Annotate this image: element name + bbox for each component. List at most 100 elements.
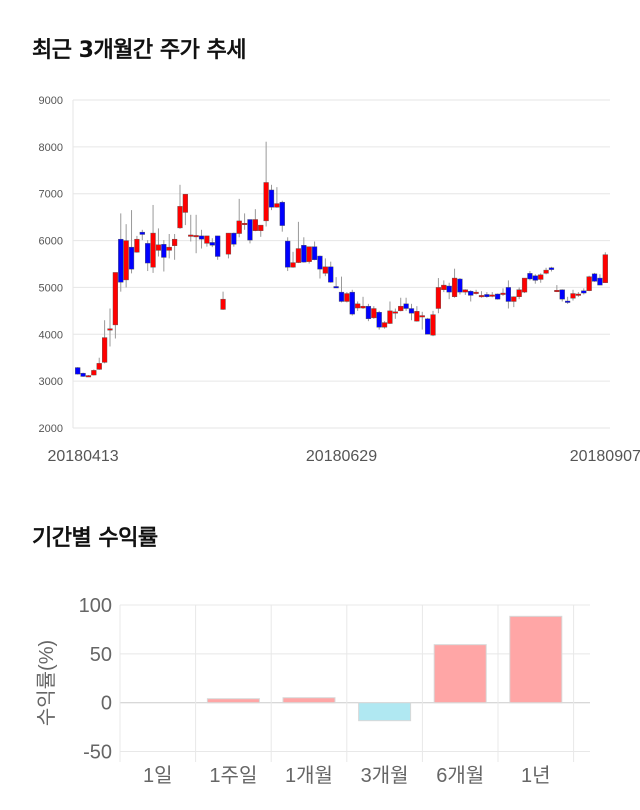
y-tick-label: 0 (101, 693, 112, 715)
candle-body (451, 277, 458, 297)
candle-body (123, 240, 129, 281)
y-tick-label: -50 (83, 742, 112, 764)
candle-body (107, 328, 113, 331)
candle-body (204, 235, 210, 244)
candle-body (236, 220, 242, 234)
candle-body (575, 293, 581, 296)
candle-body (398, 305, 404, 312)
candle-body (495, 293, 501, 300)
candle-body (241, 223, 248, 225)
candle-body (209, 242, 215, 246)
x-tick-label: 20180413 (47, 448, 118, 465)
candle-body (301, 245, 307, 263)
candle-body (166, 246, 172, 251)
candle-body (134, 238, 140, 253)
candle-body (586, 276, 592, 291)
candle-body (317, 255, 323, 270)
candle-body (538, 274, 544, 280)
candle-body (527, 273, 533, 280)
candle-body (139, 231, 145, 235)
candle-body (279, 201, 285, 226)
candle-body (570, 293, 576, 299)
candle-body (554, 290, 560, 292)
y-tick-label: 8000 (39, 142, 63, 154)
candle-body (489, 294, 495, 297)
candlestick-chart: 9000 8000 7000 6000 5000 4000 3000 2000 20180413… (39, 95, 640, 465)
candle-body (478, 295, 485, 298)
candle-body (220, 298, 226, 310)
candle-body (112, 272, 118, 326)
candle-body (198, 235, 205, 240)
candle-body (285, 240, 291, 268)
candle-body (532, 275, 538, 281)
candle-body (231, 232, 237, 245)
candle-body (435, 287, 442, 309)
candle-body (591, 273, 598, 282)
candle-body (414, 311, 420, 322)
period-return-title: 기간별 수익률 (32, 526, 158, 551)
candle-body (193, 235, 199, 238)
candle-body (145, 243, 151, 264)
candle-body (128, 246, 135, 270)
candle-body (85, 375, 92, 378)
y-tick-label: 50 (90, 644, 112, 666)
candle-body (403, 303, 409, 309)
candle-body (91, 370, 97, 376)
candle-body (188, 234, 194, 237)
candle-body (263, 182, 269, 222)
return-bar (206, 698, 260, 704)
x-tick-label: 1주일 (209, 764, 257, 787)
candle-body (441, 284, 447, 290)
candle-body (430, 314, 436, 336)
candle-body (511, 296, 517, 302)
candle-body (376, 312, 382, 328)
candle-body (521, 277, 528, 293)
return-bar (509, 615, 563, 704)
candle-body (387, 310, 393, 324)
return-bar (358, 702, 412, 722)
candle-body (484, 294, 490, 298)
candle-body (559, 289, 565, 300)
candle-body (457, 278, 463, 293)
candle-body (252, 219, 258, 231)
candle-body (381, 322, 388, 328)
y-axis-label: 수익률(%) (35, 640, 58, 726)
y-tick-label: 100 (79, 595, 112, 617)
x-tick-label: 1일 (143, 764, 173, 787)
stock-trend-title: 최근 3개월간 주가 추세 (32, 38, 246, 63)
candle-body (247, 219, 253, 241)
candle-body (344, 293, 350, 302)
candle-body (462, 289, 468, 293)
candle-body (96, 363, 102, 370)
candle-body (338, 291, 345, 302)
candle-body (371, 308, 377, 319)
candle-body (306, 246, 312, 262)
candle-body (565, 300, 571, 303)
x-tick-label: 6개월 (436, 764, 484, 787)
candle-body (419, 315, 425, 318)
candle-body (333, 286, 339, 289)
candle-body (172, 238, 178, 246)
candle-body (268, 189, 275, 208)
return-bar (433, 644, 487, 704)
candle-body (155, 244, 162, 251)
candle-body (311, 246, 318, 260)
x-tick-label: 20180907 (570, 448, 640, 465)
y-tick-label: 6000 (39, 236, 63, 248)
candle-body (258, 224, 264, 231)
candle-body (355, 303, 361, 309)
candle-body (392, 311, 398, 314)
candle-body (322, 266, 328, 274)
candle-body (500, 292, 506, 295)
candle-body (150, 232, 156, 268)
y-tick-label: 3000 (39, 376, 63, 388)
candle-body (516, 289, 522, 297)
return-bar (282, 697, 336, 704)
candle-body (505, 287, 511, 302)
candle-body (365, 305, 372, 320)
candle-body (290, 262, 296, 268)
candle-body (581, 290, 587, 294)
x-tick-label: 1년 (521, 764, 551, 787)
y-tick-label: 5000 (39, 282, 63, 294)
candle-body (349, 291, 355, 315)
